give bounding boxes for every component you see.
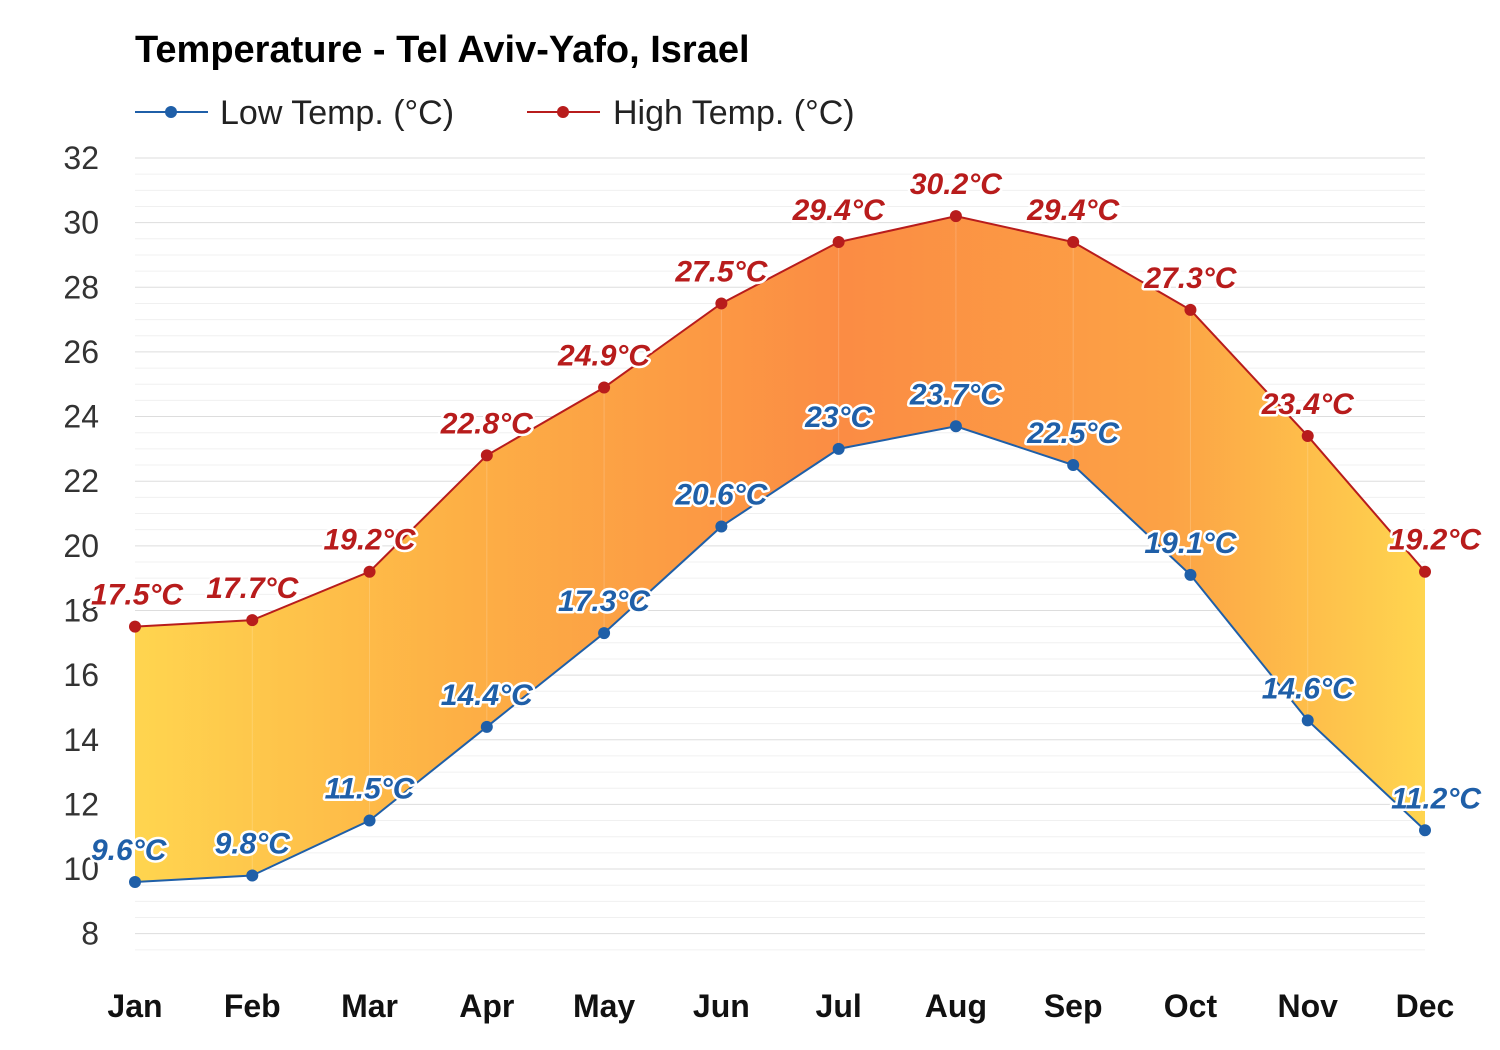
legend: Low Temp. (°C) High Temp. (°C) — [135, 94, 855, 132]
low-temp-point — [363, 814, 376, 827]
high-temp-point — [1419, 565, 1431, 578]
low-temp-point — [1184, 568, 1197, 581]
low-temp-point — [246, 869, 259, 882]
y-tick-label: 10 — [63, 851, 99, 887]
low-temp-data-label: 11.2°C — [1391, 782, 1482, 815]
low-temp-point — [832, 442, 845, 455]
low-temp-data-label: 23.7°C — [909, 378, 1003, 411]
low-temp-point — [1301, 714, 1314, 727]
high-temp-data-label: 17.7°C — [206, 572, 299, 605]
high-temp-point — [1067, 236, 1080, 249]
x-tick-label: Dec — [1396, 988, 1455, 1024]
legend-item-low: Low Temp. (°C) — [135, 94, 454, 132]
low-temp-data-label: 17.3°C — [558, 585, 651, 618]
low-temp-point — [129, 875, 141, 888]
x-tick-label: Feb — [224, 988, 281, 1024]
low-temp-point — [598, 627, 611, 640]
x-tick-label: Oct — [1164, 988, 1218, 1024]
high-temp-data-label: 17.5°C — [91, 579, 184, 612]
low-temp-point — [949, 420, 962, 433]
low-temp-data-label: 14.6°C — [1262, 672, 1355, 705]
series-lines — [134, 215, 1426, 883]
high-temp-point — [1184, 303, 1197, 316]
y-tick-label: 8 — [81, 916, 99, 952]
low-temp-data-label: 9.8°C — [215, 828, 292, 861]
x-tick-label: Mar — [341, 988, 398, 1024]
y-tick-label: 16 — [63, 657, 99, 693]
low-temp-point — [1419, 824, 1431, 837]
low-temp-point — [715, 520, 728, 533]
x-axis-ticks: Jan Feb Mar Apr May Jun Jul Aug Sep Oct Nov Dec — [107, 988, 1454, 1024]
high-temp-data-label: 30.2°C — [910, 168, 1003, 201]
high-temp-data-label: 27.5°C — [674, 255, 768, 288]
temperature-range-area — [135, 216, 1425, 882]
y-axis-ticks: 8 10 12 14 16 18 20 22 24 26 28 30 32 — [63, 140, 99, 952]
high-temp-data-label: 29.4°C — [1026, 194, 1120, 227]
low-temp-data-label: 11.5°C — [325, 773, 416, 806]
x-tick-label: Jul — [816, 988, 862, 1024]
x-tick-label: Jan — [107, 988, 162, 1024]
chart-title: Temperature - Tel Aviv-Yafo, Israel — [135, 29, 750, 71]
high-temp-point — [363, 565, 376, 578]
low-temp-point — [1067, 459, 1080, 472]
low-temp-data-label: 14.4°C — [441, 679, 534, 712]
y-tick-label: 12 — [63, 786, 99, 822]
legend-low-marker — [165, 106, 177, 118]
high-temp-data-label: 29.4°C — [792, 194, 886, 227]
high-temp-data-label: 24.9°C — [557, 339, 651, 372]
y-tick-label: 28 — [63, 269, 99, 305]
high-temp-point — [1301, 429, 1314, 442]
legend-low-label: Low Temp. (°C) — [220, 94, 454, 132]
y-tick-label: 14 — [63, 722, 99, 758]
legend-item-high: High Temp. (°C) — [527, 94, 855, 132]
x-tick-label: Apr — [459, 988, 514, 1024]
x-tick-label: Nov — [1278, 988, 1339, 1024]
legend-high-marker — [557, 106, 569, 118]
high-temp-data-label: 19.2°C — [324, 524, 417, 557]
high-temp-data-label: 23.4°C — [1261, 388, 1355, 421]
y-tick-label: 18 — [63, 592, 99, 628]
y-tick-label: 24 — [63, 399, 99, 435]
low-temp-data-label: 23°C — [804, 401, 873, 434]
data-labels: 9.6°C 9.8°C 11.5°C 14.4°C 17.3°C 20.6°C 23°C 23… — [89, 166, 1485, 870]
high-temp-data-label: 19.2°C — [1389, 524, 1482, 557]
x-tick-label: May — [573, 988, 635, 1024]
legend-high-label: High Temp. (°C) — [613, 94, 855, 132]
y-tick-label: 20 — [63, 528, 99, 564]
low-temp-point — [480, 720, 493, 733]
x-tick-label: Sep — [1044, 988, 1103, 1024]
low-temp-line — [134, 425, 1426, 883]
x-tick-label: Aug — [925, 988, 987, 1024]
y-tick-label: 30 — [63, 205, 99, 241]
temperature-band — [135, 216, 1425, 882]
high-temp-point — [832, 236, 845, 249]
low-temp-data-label: 20.6°C — [674, 478, 768, 511]
high-temp-line — [134, 215, 1426, 628]
high-temp-data-label: 27.3°C — [1143, 262, 1237, 295]
y-tick-label: 22 — [63, 463, 99, 499]
low-temp-data-label: 19.1°C — [1144, 527, 1237, 560]
high-temp-point — [129, 620, 141, 633]
y-tick-label: 26 — [63, 334, 99, 370]
high-temp-data-label: 22.8°C — [440, 407, 534, 440]
x-tick-label: Jun — [693, 988, 750, 1024]
y-tick-label: 32 — [63, 140, 99, 176]
series-points — [129, 210, 1431, 888]
high-temp-point — [480, 449, 493, 462]
high-temp-point — [949, 210, 962, 223]
high-temp-point — [598, 381, 611, 394]
high-temp-point — [246, 614, 259, 627]
high-temp-point — [715, 297, 728, 310]
low-temp-data-label: 22.5°C — [1026, 417, 1120, 450]
low-temp-data-label: 9.6°C — [91, 834, 168, 867]
